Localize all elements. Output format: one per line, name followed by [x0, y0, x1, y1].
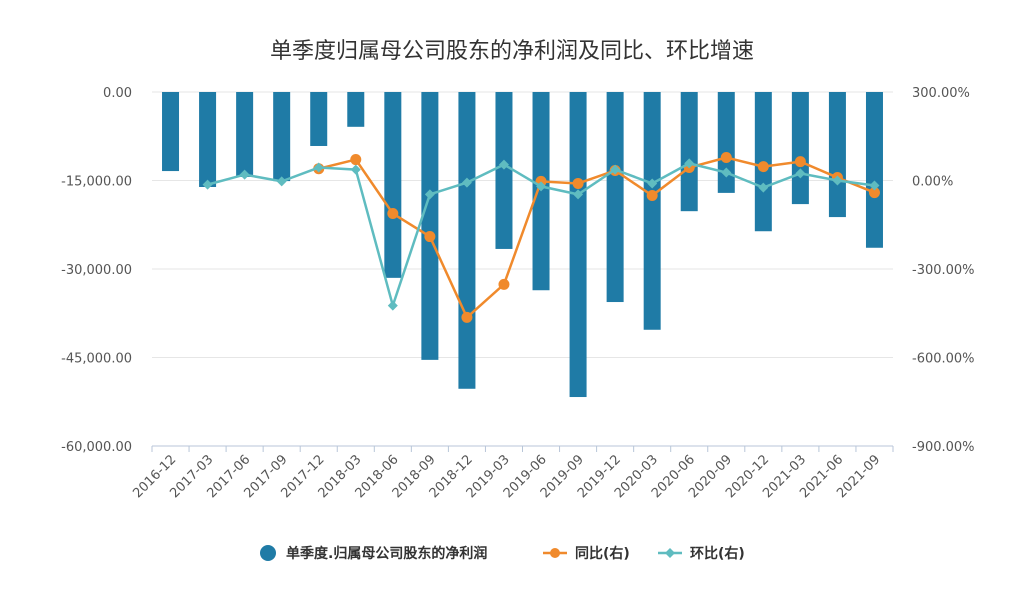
bar [717, 92, 735, 193]
data-point [313, 162, 324, 173]
bar [458, 92, 476, 389]
bar [199, 92, 217, 187]
data-point [721, 167, 732, 178]
bar [236, 92, 254, 177]
bar [347, 92, 365, 127]
bar [828, 92, 846, 218]
data-point [536, 181, 547, 192]
left-tick-label: -45,000.00 [61, 352, 132, 367]
right-tick-label: 300.00% [912, 86, 970, 101]
data-point [239, 169, 250, 180]
data-point [684, 158, 695, 169]
data-point [573, 189, 584, 200]
data-point [461, 311, 473, 323]
data-point [647, 178, 658, 189]
data-point [795, 168, 806, 179]
data-point [610, 164, 621, 175]
legend-label: 同比(右) [575, 545, 630, 562]
legend-label: 单季度.归属母公司股东的净利润 [286, 545, 487, 562]
right-tick-label: -600.00% [912, 352, 975, 367]
left-tick-label: -60,000.00 [61, 440, 132, 455]
data-point [572, 177, 584, 189]
data-point [794, 156, 806, 168]
data-point [202, 179, 213, 190]
left-tick-label: -15,000.00 [61, 175, 132, 190]
bar [791, 92, 809, 205]
legend-bar-marker [260, 545, 276, 561]
data-point [387, 300, 398, 311]
left-tick-label: -30,000.00 [61, 263, 132, 278]
right-tick-label: 0.00% [912, 175, 953, 190]
right-tick-label: -900.00% [912, 440, 975, 455]
data-point [832, 175, 843, 186]
data-point [869, 180, 880, 191]
data-point [498, 159, 509, 170]
bar [310, 92, 328, 146]
data-point [350, 154, 362, 166]
bar [273, 92, 291, 182]
data-point [868, 187, 880, 199]
data-point [720, 151, 732, 163]
data-point [646, 190, 658, 202]
legend-marker [665, 548, 675, 558]
bar [643, 92, 661, 330]
data-point [276, 176, 287, 187]
bar [384, 92, 402, 278]
data-point [350, 164, 361, 175]
chart-title: 单季度归属母公司股东的净利润及同比、环比增速 [270, 39, 754, 64]
data-point [498, 278, 510, 290]
bar [569, 92, 587, 398]
legend-marker [550, 548, 560, 558]
data-point [387, 208, 399, 220]
bar [680, 92, 698, 212]
left-tick-label: 0.00 [103, 86, 132, 101]
legend-label: 环比(右) [690, 545, 745, 562]
data-point [424, 189, 435, 200]
data-point [757, 161, 769, 173]
data-point [758, 182, 769, 193]
bar [606, 92, 624, 303]
data-point [424, 231, 436, 243]
series-line [318, 156, 875, 320]
bar [865, 92, 883, 248]
bar [162, 92, 180, 172]
data-point [461, 177, 472, 188]
right-tick-label: -300.00% [912, 263, 975, 278]
bar [495, 92, 513, 249]
bar [421, 92, 439, 360]
